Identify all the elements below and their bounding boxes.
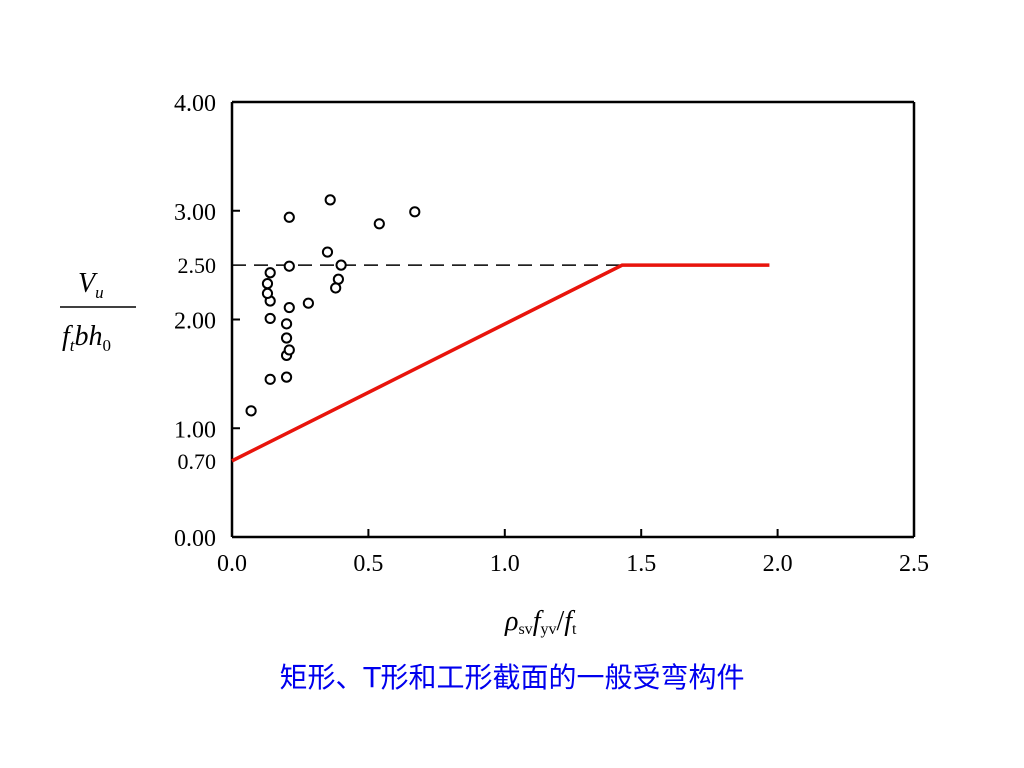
y-tick-label: 0.00	[174, 526, 216, 552]
test-data-point	[330, 282, 342, 294]
x-ticks: 0.0 0.5 1.0 1.5 2.0 2.5	[217, 529, 929, 577]
x-tick-label: 1.0	[490, 551, 520, 577]
test-data-point	[283, 260, 295, 272]
x-tick-label: 2.5	[899, 551, 929, 577]
svg-text:ftbh0: ftbh0	[62, 321, 111, 355]
y-tick-label: 1.00	[174, 417, 216, 443]
x-axis-label: ρsvfyv/ft	[504, 606, 577, 638]
test-data-point	[409, 206, 421, 218]
test-data-point	[283, 301, 295, 314]
y-axis-label: Vu ftbh0	[60, 268, 136, 355]
test-data-point	[321, 246, 334, 258]
annotation-label-bg	[162, 251, 226, 280]
y-ticks: 0.00 1.00 2.00 3.00 4.00	[174, 91, 240, 552]
test-data-point	[283, 211, 295, 223]
test-data-point	[264, 312, 276, 325]
annotation-label-bg	[162, 446, 226, 475]
svg-text:ρsvfyv/ft: ρsvfyv/ft	[504, 606, 577, 638]
x-tick-label: 1.5	[626, 551, 656, 577]
test-data-point	[261, 278, 274, 290]
y-tick-label: 4.00	[174, 91, 216, 117]
test-data-point	[264, 267, 276, 279]
annotation-label: 0.70	[178, 449, 217, 474]
plot-marks	[231, 194, 770, 463]
y-annotations: 2.50 0.70	[162, 251, 226, 475]
y-tick-label: 2.00	[174, 309, 216, 335]
test-data-point	[324, 194, 336, 206]
x-tick-label: 2.0	[763, 551, 793, 577]
svg-text:Vu: Vu	[78, 268, 104, 302]
test-data-point	[283, 344, 295, 356]
y-tick-label: 3.00	[174, 200, 216, 226]
test-data-point	[280, 371, 293, 383]
x-tick-label: 0.0	[217, 551, 247, 577]
test-data-point	[302, 297, 314, 309]
test-data-point	[373, 218, 385, 230]
test-data-point	[280, 318, 293, 330]
test-data-point	[264, 373, 276, 385]
test-data-point	[261, 287, 274, 299]
test-data-point	[335, 259, 347, 271]
test-data-point	[280, 332, 293, 344]
x-tick-label: 0.5	[353, 551, 383, 577]
annotation-label: 2.50	[178, 253, 217, 278]
design-limit-line	[231, 263, 770, 463]
test-data-point	[245, 405, 257, 417]
chart-caption: 矩形、T形和工形截面的一般受弯构件	[279, 661, 745, 694]
